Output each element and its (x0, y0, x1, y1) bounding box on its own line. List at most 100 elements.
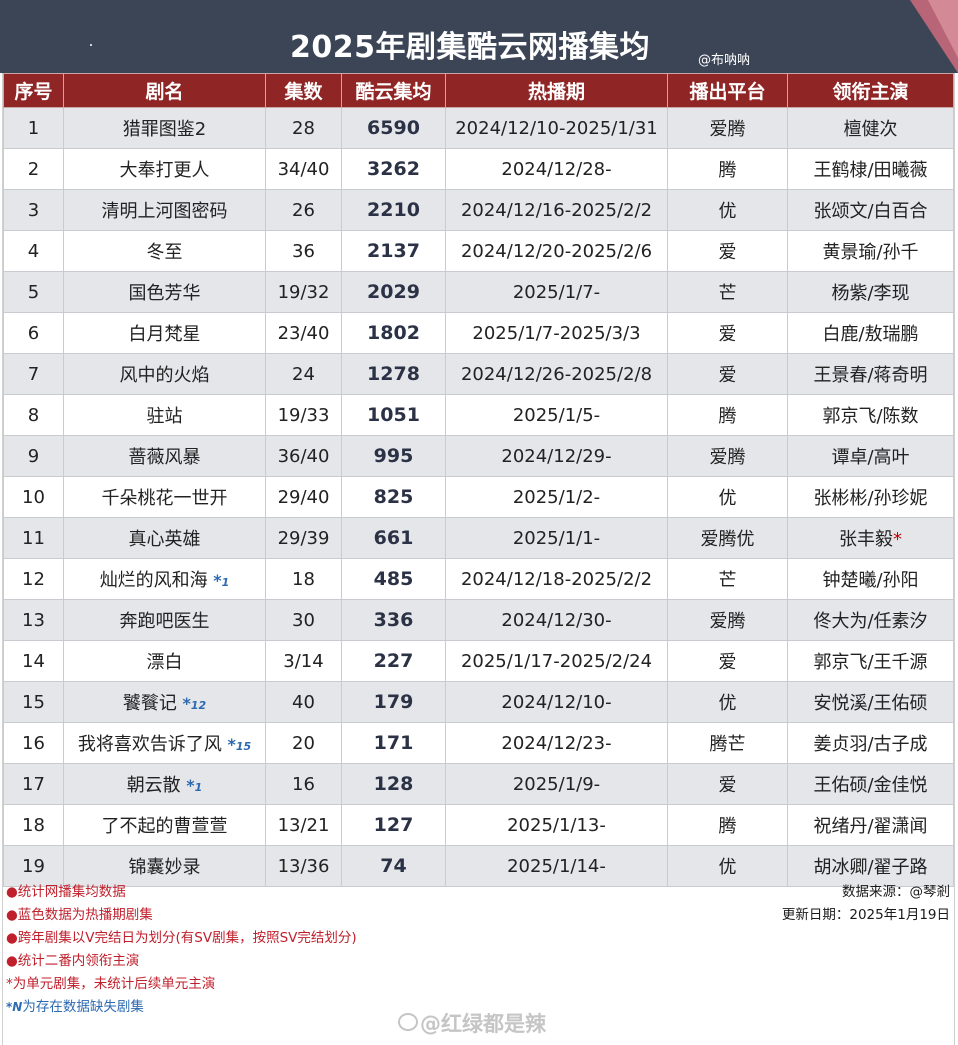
platform-cell-text: 爱腾 (709, 119, 746, 140)
lead-cell-text: 白鹿/敖瑞鹏 (822, 324, 919, 345)
period-cell: 2024/12/28- (445, 148, 668, 190)
title-cell-text: 驻站 (146, 406, 183, 427)
period-cell: 2024/12/29- (445, 435, 668, 477)
rank-cell-text: 7 (27, 363, 40, 385)
table-row: 13 奔跑吧医生 30 336 2024/12/30- 爱腾 佟大为/任素汐 (3, 599, 954, 641)
average-cell: 1278 (341, 353, 446, 395)
episodes-cell-text: 13/36 (277, 855, 330, 877)
title-cell-text: 风中的火焰 (119, 365, 210, 386)
rank-cell: 4 (3, 230, 64, 272)
lead-cell: 郭京飞/陈数 (787, 394, 954, 436)
weibo-icon (398, 1013, 418, 1031)
table-row: 14 漂白 3/14 227 2025/1/17-2025/2/24 爱 郭京飞/王千源 (3, 640, 954, 682)
average-cell: 1051 (341, 394, 446, 436)
period-cell-text: 2025/1/1- (512, 527, 601, 549)
period-cell: 2025/1/13- (445, 804, 668, 846)
title-cell: 灿烂的风和海 *1 (63, 558, 266, 600)
episodes-cell: 16 (265, 763, 342, 805)
average-cell-text: 1802 (367, 322, 420, 344)
lead-cell: 黄景瑜/孙千 (787, 230, 954, 272)
period-cell-text: 2024/12/26-2025/2/8 (460, 363, 653, 385)
lead-cell: 张颂文/白百合 (787, 189, 954, 231)
platform-cell: 爱腾 (667, 107, 788, 149)
episodes-cell: 36/40 (265, 435, 342, 477)
lead-cell-text: 王佑硕/金佳悦 (813, 775, 928, 796)
period-cell: 2024/12/30- (445, 599, 668, 641)
rank-cell: 2 (3, 148, 64, 190)
average-cell-text: 995 (373, 445, 414, 467)
rank-cell-text: 2 (27, 158, 40, 180)
table-row: 1 猎罪图鉴2 28 6590 2024/12/10-2025/1/31 爱腾 檀健次 (3, 107, 954, 149)
rank-cell: 1 (3, 107, 64, 149)
lead-cell-text: 杨紫/李现 (831, 283, 910, 304)
average-cell-text: 6590 (367, 117, 420, 139)
average-cell-text: 171 (373, 732, 414, 754)
platform-cell: 爱腾 (667, 599, 788, 641)
title-cell: 我将喜欢告诉了风 *15 (63, 722, 266, 764)
period-cell: 2024/12/10- (445, 681, 668, 723)
rank-cell-text: 9 (27, 445, 40, 467)
episodes-cell: 29/40 (265, 476, 342, 518)
rank-cell: 18 (3, 804, 64, 846)
rank-cell-text: 10 (22, 486, 45, 508)
title-banner: 2025年剧集酷云网播集均 @布呐呐 (0, 0, 958, 73)
platform-cell: 优 (667, 845, 788, 887)
platform-cell-text: 芒 (718, 283, 737, 304)
average-cell: 179 (341, 681, 446, 723)
title-cell-text: 冬至 (146, 242, 183, 263)
title-cell: 冬至 (63, 230, 266, 272)
table-row: 9 蔷薇风暴 36/40 995 2024/12/29- 爱腾 谭卓/高叶 (3, 435, 954, 477)
table-row: 12 灿烂的风和海 *1 18 485 2024/12/18-2025/2/2 芒 钟楚曦/… (3, 558, 954, 600)
average-cell-text: 179 (373, 691, 414, 713)
lead-cell: 祝绪丹/翟潇闻 (787, 804, 954, 846)
update-date: 更新日期：2025年1月19日 (781, 907, 950, 923)
title-cell-text: 清明上河图密码 (101, 201, 228, 222)
platform-cell-text: 优 (718, 857, 737, 878)
period-cell: 2025/1/17-2025/2/24 (445, 640, 668, 682)
rank-cell-text: 3 (27, 199, 40, 221)
note-text: ●跨年剧集以V完结日为划分(有SV剧集，按照SV完结划分) (6, 930, 357, 946)
table-row: 10 千朵桃花一世开 29/40 825 2025/1/2- 优 张彬彬/孙珍妮 (3, 476, 954, 518)
period-cell-text: 2025/1/5- (512, 404, 601, 426)
platform-cell-text: 芒 (718, 570, 737, 591)
platform-cell-text: 爱 (718, 775, 737, 796)
lead-cell-text: 祝绪丹/翟潇闻 (813, 816, 928, 837)
table-row: 7 风中的火焰 24 1278 2024/12/26-2025/2/8 爱 王景春/蒋奇明 (3, 353, 954, 395)
platform-cell-text: 爱腾 (709, 447, 746, 468)
note-line: ●蓝色数据为热播期剧集 (6, 904, 566, 927)
data-source: 数据来源：@琴剎 (842, 884, 950, 900)
lead-cell-text: 姜贞羽/古子成 (813, 734, 928, 755)
platform-cell-text: 腾 (718, 160, 737, 181)
rank-cell-text: 18 (22, 814, 45, 836)
lead-cell: 佟大为/任素汐 (787, 599, 954, 641)
period-cell: 2025/1/7-2025/3/3 (445, 312, 668, 354)
title-cell: 朝云散 *1 (63, 763, 266, 805)
platform-cell: 爱腾 (667, 435, 788, 477)
title-cell-text: 锦囊妙录 (128, 857, 201, 878)
rank-cell: 8 (3, 394, 64, 436)
table-header-row: 序号 剧名 集数 酷云集均 热播期 播出平台 领衔主演 (3, 73, 954, 108)
missing-data-mark: *1 (181, 776, 202, 795)
period-cell-text: 2025/1/13- (507, 814, 606, 836)
lead-cell-text: 王景春/蒋奇明 (813, 365, 928, 386)
watermark: @红绿都是辣 (420, 1012, 546, 1036)
title-cell-text: 了不起的曹萱萱 (101, 816, 228, 837)
average-cell-text: 1278 (367, 363, 420, 385)
episodes-cell-text: 40 (292, 691, 315, 713)
note-text: *为单元剧集，未统计后续单元主演 (6, 976, 216, 992)
average-cell: 2137 (341, 230, 446, 272)
title-cell-text: 饕餮记 (122, 693, 177, 714)
platform-cell: 爱 (667, 312, 788, 354)
episodes-cell-text: 34/40 (277, 158, 330, 180)
episodes-cell: 19/32 (265, 271, 342, 313)
platform-cell: 腾 (667, 148, 788, 190)
rank-cell-text: 16 (22, 732, 45, 754)
average-cell-text: 2210 (367, 199, 420, 221)
rank-cell: 11 (3, 517, 64, 559)
title-cell-text: 奔跑吧医生 (119, 611, 210, 632)
lead-cell-text: 郭京飞/王千源 (813, 652, 928, 673)
platform-cell: 芒 (667, 271, 788, 313)
table-row: 15 饕餮记 *12 40 179 2024/12/10- 优 安悦溪/王佑硕 (3, 681, 954, 723)
missing-data-mark: *15 (222, 735, 251, 754)
title-cell: 漂白 (63, 640, 266, 682)
